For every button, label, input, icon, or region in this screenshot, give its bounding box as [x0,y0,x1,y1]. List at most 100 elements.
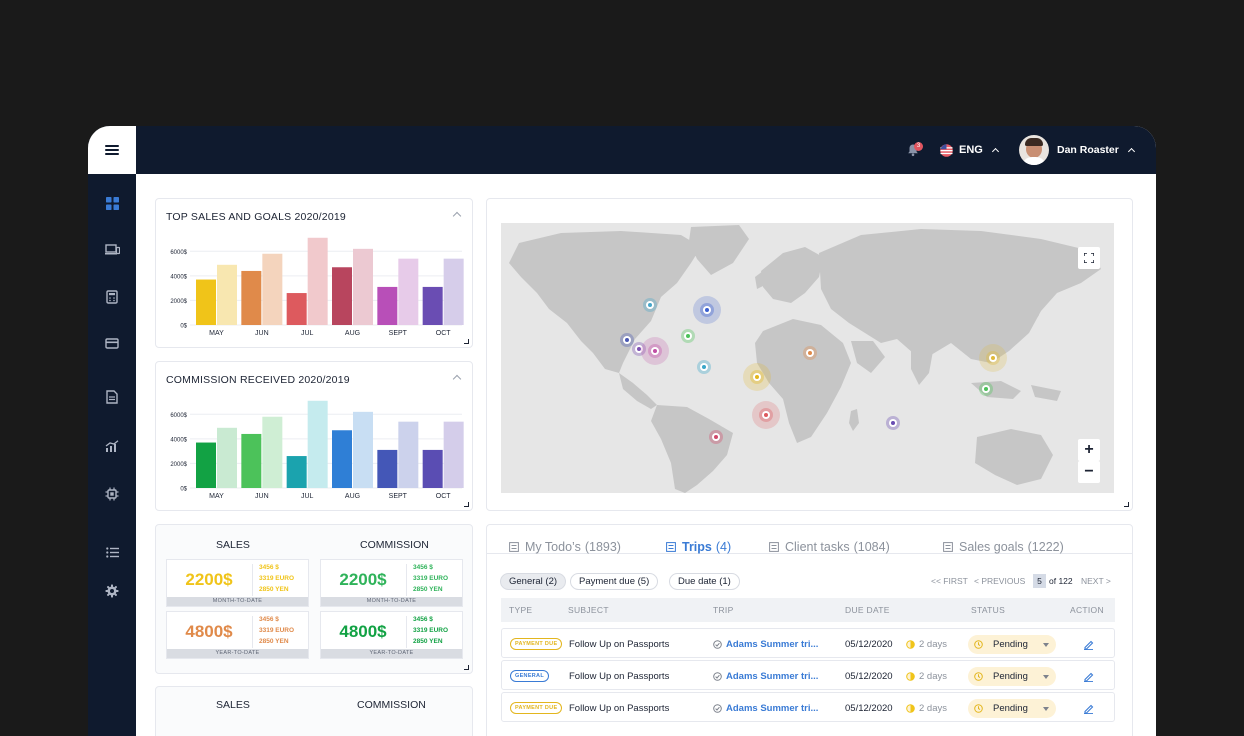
card-icon[interactable] [104,335,120,351]
bar[interactable] [196,442,216,488]
map-marker[interactable] [764,413,768,417]
map-marker[interactable] [702,365,706,369]
language-selector[interactable]: ENG [940,126,999,174]
bar[interactable] [422,449,443,488]
commission-chart: 6000$ 4000$ 2000$ 0$ MAY JUN JUL AUG SEPT OCT [170,400,464,500]
pager-current-page[interactable]: 5 [1033,574,1046,588]
calculator-icon[interactable] [104,289,120,305]
trip-cell[interactable]: Adams Summer tri... [713,661,818,691]
sales-heading: SALES [216,699,250,711]
pager-previous[interactable]: < PREVIOUS [974,576,1026,586]
collapse-chevron-icon[interactable] [452,374,462,384]
bar[interactable] [196,279,216,325]
devices-icon[interactable] [104,242,120,258]
map-marker[interactable] [625,338,629,342]
filter-due-date[interactable]: Due date (1) [669,573,740,590]
y-tick-label: 0$ [180,487,187,493]
resize-handle-icon[interactable] [464,665,469,670]
bar[interactable] [217,427,237,488]
map-marker[interactable] [984,387,988,391]
bar[interactable] [398,258,419,325]
trip-link[interactable]: Adams Summer tri... [726,638,819,650]
zoom-in-button[interactable]: + [1078,439,1100,461]
map-marker[interactable] [808,351,812,355]
bar[interactable] [217,264,237,325]
cpu-icon[interactable] [104,486,120,502]
bar[interactable] [262,416,283,488]
x-tick-label: SEPT [389,493,408,500]
map-marker[interactable] [714,435,718,439]
due-date-cell: 05/12/2020 [845,670,893,682]
tab-trips[interactable]: Trips (4) [666,540,731,554]
menu-button[interactable] [88,126,136,174]
tab-todos[interactable]: My Todo’s (1893) [509,540,621,554]
trip-link[interactable]: Adams Summer tri... [726,670,819,682]
edit-pencil-icon[interactable] [1083,671,1094,682]
bar[interactable] [286,293,307,325]
pager-next[interactable]: NEXT > [1081,576,1111,586]
bar[interactable] [353,248,373,325]
map-marker[interactable] [637,347,641,351]
bar[interactable] [286,456,307,488]
pager-first[interactable]: << FIRST [931,576,968,586]
col-due-date: DUE DATE [845,605,890,615]
bar[interactable] [398,421,419,488]
table-row[interactable]: PAYMENT DUE Follow Up on Passports Adams… [501,692,1115,722]
bar[interactable] [377,449,398,488]
bar[interactable] [353,411,373,488]
status-dropdown[interactable]: Pending [968,666,1056,686]
dashboard-icon[interactable] [104,195,120,211]
bar[interactable] [443,258,464,325]
check-circle-icon [713,671,722,681]
user-menu[interactable]: Dan Roaster [1019,126,1135,174]
zoom-out-button[interactable]: − [1078,461,1100,483]
list-box-icon [509,542,519,552]
table-row[interactable]: GENERAL Follow Up on Passports Adams Sum… [501,660,1115,690]
bar[interactable] [241,270,262,325]
collapse-chevron-icon[interactable] [452,211,462,221]
bar[interactable] [377,286,398,325]
map-marker[interactable] [755,375,759,379]
map-marker[interactable] [991,356,995,360]
resize-handle-icon[interactable] [1124,502,1129,507]
x-tick-label: OCT [436,330,452,337]
edit-pencil-icon[interactable] [1083,703,1094,714]
map-marker[interactable] [653,349,657,353]
map-marker[interactable] [705,308,709,312]
status-dropdown[interactable]: Pending [968,634,1056,654]
col-status: STATUS [971,605,1006,615]
tab-count: (1222) [1027,540,1064,554]
resize-handle-icon[interactable] [464,339,469,344]
gear-icon[interactable] [104,583,120,599]
table-row[interactable]: PAYMENT DUE Follow Up on Passports Adams… [501,628,1115,658]
bar[interactable] [241,433,262,488]
caret-down-icon [1043,674,1049,679]
notification-button[interactable]: 3 [906,126,923,174]
document-icon[interactable] [104,389,120,405]
resize-handle-icon[interactable] [464,502,469,507]
bar[interactable] [443,421,464,488]
filter-general[interactable]: General (2) [500,573,567,590]
bar[interactable] [307,400,328,488]
bar[interactable] [332,267,352,325]
bar[interactable] [262,253,283,325]
map-marker[interactable] [648,303,652,307]
edit-pencil-icon[interactable] [1083,639,1094,650]
world-map[interactable] [501,223,1114,493]
status-dropdown[interactable]: Pending [968,698,1056,718]
tab-sales-goals[interactable]: Sales goals (1222) [943,540,1064,554]
trip-link[interactable]: Adams Summer tri... [726,702,819,714]
bar[interactable] [422,286,443,325]
bar[interactable] [332,430,352,488]
map-marker[interactable] [686,334,690,338]
trip-cell[interactable]: Adams Summer tri... [713,629,818,659]
fullscreen-button[interactable] [1078,247,1100,269]
analytics-icon[interactable] [104,438,120,454]
trip-cell[interactable]: Adams Summer tri... [713,693,818,723]
map-marker[interactable] [891,421,895,425]
tab-client-tasks[interactable]: Client tasks (1084) [769,540,890,554]
bar[interactable] [307,237,328,325]
filter-payment-due[interactable]: Payment due (5) [570,573,659,590]
kpi-euro: 3319 EURO [259,575,295,582]
list-icon[interactable] [104,544,120,560]
